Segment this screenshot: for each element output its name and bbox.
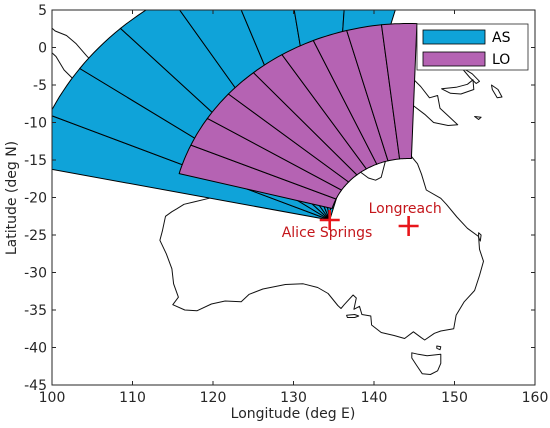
y-tick-label: -35 xyxy=(24,303,47,319)
y-tick-label: -5 xyxy=(33,78,47,94)
sites-layer: Alice Springs Longreach xyxy=(282,201,442,241)
legend-swatch xyxy=(422,29,486,45)
legend-swatch xyxy=(422,51,486,67)
legend-label: AS xyxy=(492,30,511,46)
y-tick-label: -20 xyxy=(24,191,47,207)
legend-label: LO xyxy=(492,52,510,68)
site-label: Longreach xyxy=(369,201,442,217)
x-axis-label: Longitude (deg E) xyxy=(231,406,356,422)
legend: AS LO xyxy=(416,23,529,71)
coastline-new-ireland xyxy=(460,66,480,84)
y-tick-label: -40 xyxy=(24,341,47,357)
site-label: Alice Springs xyxy=(282,225,373,241)
x-tick-label: 150 xyxy=(441,390,468,406)
y-tick-label: 0 xyxy=(38,41,47,57)
coastline-tasmania xyxy=(411,352,442,375)
x-axis-ticks: 100 110 120 130 140 150 160 xyxy=(39,10,549,406)
y-tick-label: -45 xyxy=(24,378,47,394)
coastline-flinders-island xyxy=(436,345,442,351)
x-tick-label: 160 xyxy=(522,390,549,406)
x-tick-label: 110 xyxy=(119,390,146,406)
y-tick-label: -25 xyxy=(24,228,47,244)
x-tick-label: 120 xyxy=(200,390,227,406)
coastline-kangaroo-island xyxy=(346,314,360,318)
x-tick-label: 140 xyxy=(361,390,388,406)
coverage-layer xyxy=(52,10,418,221)
y-tick-label: 5 xyxy=(38,3,47,19)
y-axis-label: Latitude (deg N) xyxy=(4,141,20,255)
coastline-bougainville xyxy=(491,84,503,99)
y-axis-ticks: 5 0 -5 -10 -15 -20 -25 -30 -35 -40 -45 xyxy=(24,3,535,394)
x-tick-label: 130 xyxy=(280,390,307,406)
coastline-louisiade xyxy=(474,116,482,120)
coverage-beam-lo xyxy=(380,23,418,160)
coastline-new-britain xyxy=(441,79,475,95)
y-tick-label: -10 xyxy=(24,116,47,132)
y-tick-label: -15 xyxy=(24,153,47,169)
x-tick-label: 100 xyxy=(39,390,66,406)
coastline-fraser-island xyxy=(478,232,482,242)
y-tick-label: -30 xyxy=(24,266,47,282)
